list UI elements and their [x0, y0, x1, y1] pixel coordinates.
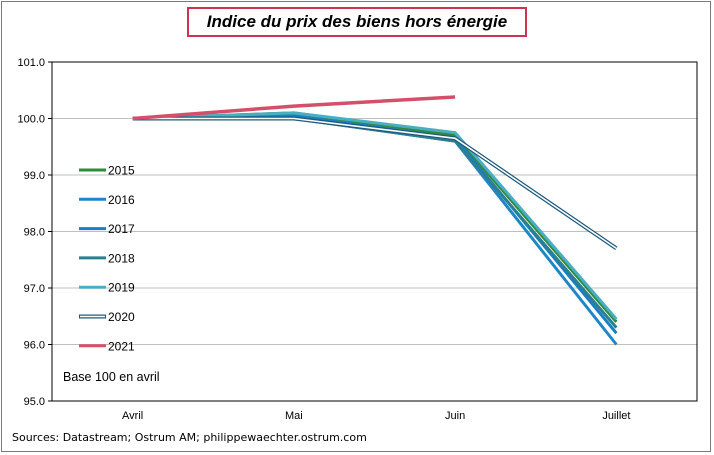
- legend-label: 2015: [108, 164, 135, 178]
- chart-title-box: Indice du prix des biens hors énergie: [187, 7, 527, 37]
- y-axis: 95.0 96.0 97.0 98.0 99.0 100.0 101.0: [17, 57, 52, 408]
- series-line-2018: [132, 117, 618, 329]
- legend-label: 2017: [108, 222, 135, 236]
- legend: 2015 2016 2017 2018 2019 2020 2021: [79, 164, 135, 353]
- x-tick-label: Mai: [285, 410, 303, 422]
- chart-title: Indice du prix des biens hors énergie: [206, 12, 508, 31]
- y-tick-label: 98.0: [24, 227, 45, 239]
- series-line-2015: [132, 111, 618, 323]
- y-tick-label: 100.0: [17, 114, 45, 126]
- base-annotation: Base 100 en avril: [63, 370, 160, 384]
- legend-label: 2016: [108, 193, 135, 207]
- legend-label: 2021: [108, 339, 135, 353]
- y-tick-label: 95.0: [24, 396, 45, 408]
- y-tick-label: 99.0: [24, 170, 45, 182]
- source-note: Sources: Datastream; Ostrum AM; philippe…: [12, 431, 367, 444]
- x-tick-label: Juillet: [602, 410, 630, 422]
- y-tick-label: 101.0: [17, 57, 45, 69]
- y-tick-label: 96.0: [24, 340, 45, 352]
- x-tick-label: Avril: [122, 410, 143, 422]
- x-axis: Avril Mai Juin Juillet: [122, 410, 630, 422]
- y-tick-label: 97.0: [24, 283, 45, 295]
- series-line-2019: [132, 111, 618, 321]
- series-line-2017: [132, 114, 618, 335]
- series-line-2021: [132, 95, 456, 121]
- legend-label: 2019: [108, 281, 135, 295]
- legend-label: 2018: [108, 251, 135, 265]
- legend-label: 2020: [108, 310, 135, 324]
- series-line-2020: [132, 116, 618, 251]
- x-tick-label: Juin: [445, 410, 465, 422]
- series-lines: [132, 95, 618, 346]
- series-line-2020-inner: [132, 117, 617, 250]
